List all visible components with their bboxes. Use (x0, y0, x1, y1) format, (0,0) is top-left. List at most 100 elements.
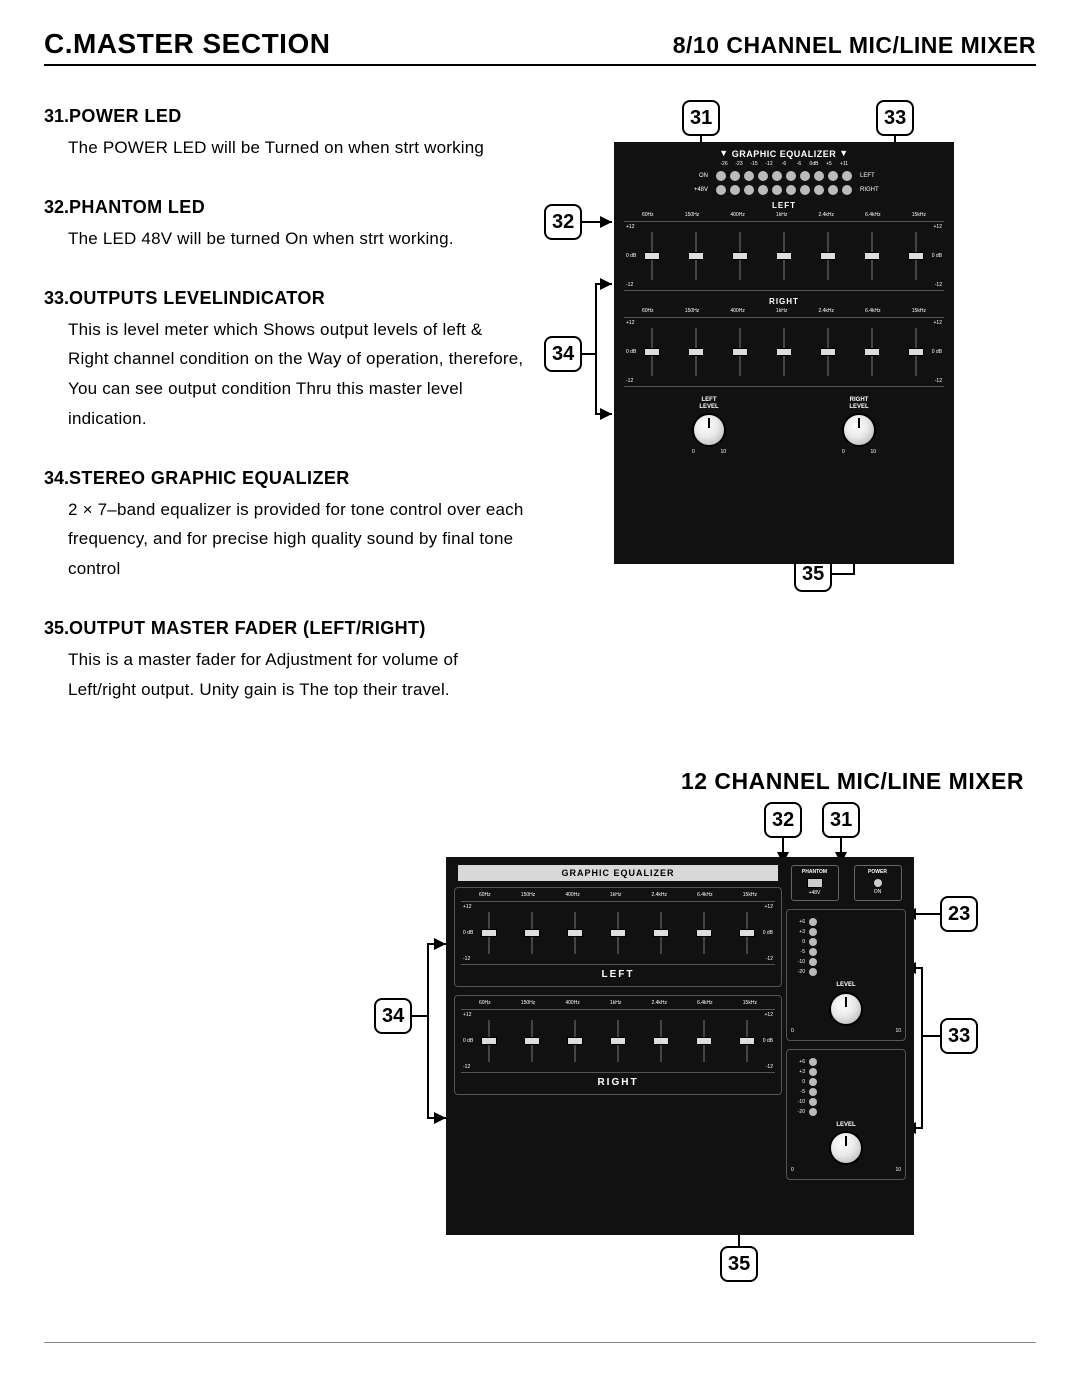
mark: +12 (765, 1012, 773, 1018)
freq: 2.4kHz (818, 308, 834, 314)
eq-slider[interactable] (686, 226, 706, 286)
level-meter-right: +6 +3 0 -5 -10 -20 LEVEL 010 (786, 1049, 906, 1181)
eq-slider[interactable] (651, 906, 671, 960)
callout-33: 33 (876, 100, 914, 136)
meter-val: +3 (791, 929, 805, 935)
meter-led-icon (809, 928, 817, 936)
freq: 2.4kHz (651, 892, 667, 898)
dial-icon[interactable] (829, 992, 863, 1026)
freq: 1kHz (610, 892, 621, 898)
eq-slider[interactable] (694, 906, 714, 960)
freq: 1kHz (776, 308, 787, 314)
meter-led-icon (809, 1098, 817, 1106)
knob-max: 10 (895, 1028, 901, 1034)
dial-icon[interactable] (842, 413, 876, 447)
freq: 15kHz (912, 308, 926, 314)
eq-slider[interactable] (906, 226, 926, 286)
meter-led-icon (809, 948, 817, 956)
right-level-knob[interactable]: RIGHT LEVEL 010 (842, 397, 876, 455)
freq: 60Hz (479, 1000, 491, 1006)
eq-slider[interactable] (479, 1014, 499, 1068)
power-led-icon (874, 879, 882, 887)
freq: 400Hz (565, 892, 579, 898)
eq-slider[interactable] (737, 1014, 757, 1068)
eq-slider[interactable] (906, 322, 926, 382)
eq-slider[interactable] (862, 226, 882, 286)
knob-max: 10 (895, 1167, 901, 1173)
eq-slider[interactable] (608, 1014, 628, 1068)
eq-slider[interactable] (608, 906, 628, 960)
eq-sliders-right[interactable]: +12+12 0 dB0 dB -12-12 (624, 317, 944, 387)
eq-slider[interactable] (642, 226, 662, 286)
meter-led-icon (809, 1088, 817, 1096)
level-led-icon (730, 185, 740, 195)
mark: -12 (766, 1064, 773, 1070)
meter-led-icon (809, 968, 817, 976)
eq-slider[interactable] (730, 322, 750, 382)
level-meter-left: +6 +3 0 -5 -10 -20 LEVEL 010 (786, 909, 906, 1041)
item-title: OUTPUTS LEVELINDICATOR (69, 288, 325, 308)
meter-led-icon (809, 1068, 817, 1076)
mark: -12 (626, 378, 633, 384)
item-num: 35. (44, 618, 69, 638)
dial-icon[interactable] (829, 1131, 863, 1165)
eq-slider[interactable] (730, 226, 750, 286)
mark: +12 (463, 904, 471, 910)
eq-slider[interactable] (774, 226, 794, 286)
meter-val: -10 (791, 959, 805, 965)
eq-slider[interactable] (522, 1014, 542, 1068)
dial-icon[interactable] (692, 413, 726, 447)
eq-slider[interactable] (651, 1014, 671, 1068)
freq-row: 60Hz150Hz400Hz1kHz2.4kHz6.4kHz15kHz (624, 308, 944, 314)
level-led-icon (828, 171, 838, 181)
level-knob-right[interactable]: LEVEL 010 (791, 1122, 901, 1174)
eq-slider[interactable] (642, 322, 662, 382)
freq: 150Hz (685, 308, 699, 314)
mark: +12 (626, 320, 634, 326)
meter-val: -20 (791, 1109, 805, 1115)
freq: 60Hz (479, 892, 491, 898)
eq-sliders-right[interactable]: +12+12 0 dB0 dB -12-12 (461, 1009, 775, 1073)
phantom-box: PHANTOM +48V (791, 865, 839, 901)
eq-slider[interactable] (479, 906, 499, 960)
triangle-down-icon: ▼ (719, 148, 728, 158)
knob-min: 0 (692, 449, 695, 455)
item-body: This is a master fader for Adjustment fo… (68, 645, 524, 705)
left-level-knob[interactable]: LEFT LEVEL 010 (692, 397, 726, 455)
item-num: 34. (44, 468, 69, 488)
eq-slider[interactable] (565, 906, 585, 960)
freq: 6.4kHz (697, 892, 713, 898)
knob-min: 0 (842, 449, 845, 455)
mixer-panel-8-10: ▼ GRAPHIC EQUALIZER ▼ -26-23-15-12-6-60d… (614, 142, 954, 564)
eq-slider[interactable] (565, 1014, 585, 1068)
freq-row: 60Hz150Hz400Hz1kHz2.4kHz6.4kHz15kHz (461, 892, 775, 898)
meter-val: -5 (791, 1089, 805, 1095)
item-35: 35.OUTPUT MASTER FADER (LEFT/RIGHT) This… (44, 618, 524, 705)
eq-slider[interactable] (522, 906, 542, 960)
mark: +12 (765, 904, 773, 910)
freq: 15kHz (743, 1000, 757, 1006)
eq-sliders-left[interactable]: +12+12 0 dB0 dB -12-12 (624, 221, 944, 291)
led-row-right: +48V RIGHT (614, 185, 954, 195)
eq-slider[interactable] (862, 322, 882, 382)
callout-32: 32 (544, 204, 582, 240)
freq-row: 60Hz150Hz400Hz1kHz2.4kHz6.4kHz15kHz (461, 1000, 775, 1006)
level-knob-left[interactable]: LEVEL 010 (791, 982, 901, 1034)
eq-slider[interactable] (737, 906, 757, 960)
eq-slider[interactable] (818, 226, 838, 286)
mark: -12 (463, 1064, 470, 1070)
power-title: POWER (857, 869, 899, 875)
section-title: C.MASTER SECTION (44, 28, 330, 60)
eq-slider[interactable] (694, 1014, 714, 1068)
item-body: 2 × 7–band equalizer is provided for ton… (68, 495, 524, 584)
eq-slider[interactable] (774, 322, 794, 382)
freq: 2.4kHz (651, 1000, 667, 1006)
eq-sliders-left[interactable]: +12+12 0 dB0 dB -12-12 (461, 901, 775, 965)
eq-slider[interactable] (818, 322, 838, 382)
right-label: RIGHT (856, 187, 882, 193)
header: C.MASTER SECTION 8/10 CHANNEL MIC/LINE M… (44, 28, 1036, 66)
mark: 0 dB (932, 253, 942, 259)
eq-slider[interactable] (686, 322, 706, 382)
phantom-switch[interactable] (807, 878, 823, 888)
scale-val: -6 (779, 161, 789, 167)
